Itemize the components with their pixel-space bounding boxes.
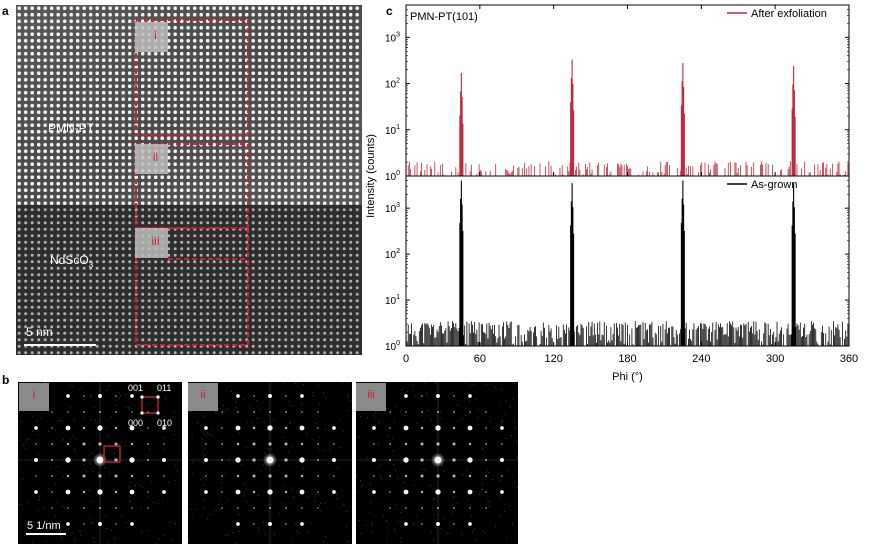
panel-label-a: a xyxy=(2,4,9,18)
legend-entry-1: After exfoliation xyxy=(751,8,827,20)
fft-highlight-box xyxy=(103,445,121,463)
series-after-exfoliation xyxy=(405,59,849,176)
fft-tag-iii: iii xyxy=(367,389,375,401)
fft-tag-i: i xyxy=(32,389,36,401)
phi-scan-chart: 100 101 102 103 After exfoliation PMN-PT(101)… xyxy=(365,4,858,383)
ytick-label: 100 xyxy=(385,340,400,353)
fft-tag-ii: ii xyxy=(200,389,206,401)
fft-tag-bg-iii xyxy=(356,383,386,411)
xtick-label: 360 xyxy=(840,353,858,365)
ytick-label: 103 xyxy=(385,31,400,44)
label-pmn-pt: PMN-PT xyxy=(48,121,94,135)
legend-entry-2: As-grown xyxy=(751,179,797,191)
xtick-label: 60 xyxy=(474,353,486,365)
label-ndsco3: NdScO3 xyxy=(50,253,94,270)
index-000: 000 xyxy=(128,418,144,428)
series-as-grown xyxy=(405,180,850,346)
fft-images xyxy=(18,382,518,544)
region-box-iii xyxy=(135,227,249,346)
region-tag-i: i xyxy=(154,28,157,42)
index-010: 010 xyxy=(157,418,173,428)
region-box-i xyxy=(135,19,249,136)
x-axis-label: Phi (°) xyxy=(612,371,643,383)
index-011: 011 xyxy=(157,383,172,393)
ytick-label: 100 xyxy=(385,170,400,183)
xtick-label: 240 xyxy=(692,353,710,365)
ytick-label: 101 xyxy=(385,124,400,137)
panel-label-c: c xyxy=(386,4,393,18)
index-001: 001 xyxy=(128,383,144,393)
plot-frame-2 xyxy=(405,175,850,347)
ytick-label: 102 xyxy=(385,248,400,261)
chart-title: PMN-PT(101) xyxy=(410,11,478,23)
xtick-label: 180 xyxy=(618,353,636,365)
ytick-label: 103 xyxy=(385,202,400,215)
scale-bar-label-b: 5 1/nm xyxy=(27,520,61,532)
fft-inset-box xyxy=(141,396,159,414)
xtick-label: 300 xyxy=(766,353,784,365)
panel-label-b: b xyxy=(2,373,10,387)
region-tag-ii: ii xyxy=(152,150,159,164)
region-tag-iii: iii xyxy=(151,234,160,248)
ytick-label: 101 xyxy=(385,294,400,307)
scale-bar-label-a: 5 nm xyxy=(26,325,53,339)
fft-tag-bg-ii xyxy=(188,383,218,411)
fft-tag-bg-i xyxy=(19,383,49,411)
xtick-label: 0 xyxy=(403,353,409,365)
stem-image xyxy=(16,5,362,355)
ytick-label: 102 xyxy=(385,78,400,91)
plot-frame-1 xyxy=(405,4,850,177)
xtick-label: 120 xyxy=(544,353,562,365)
y-axis-label: Intensity (counts) xyxy=(365,134,377,218)
